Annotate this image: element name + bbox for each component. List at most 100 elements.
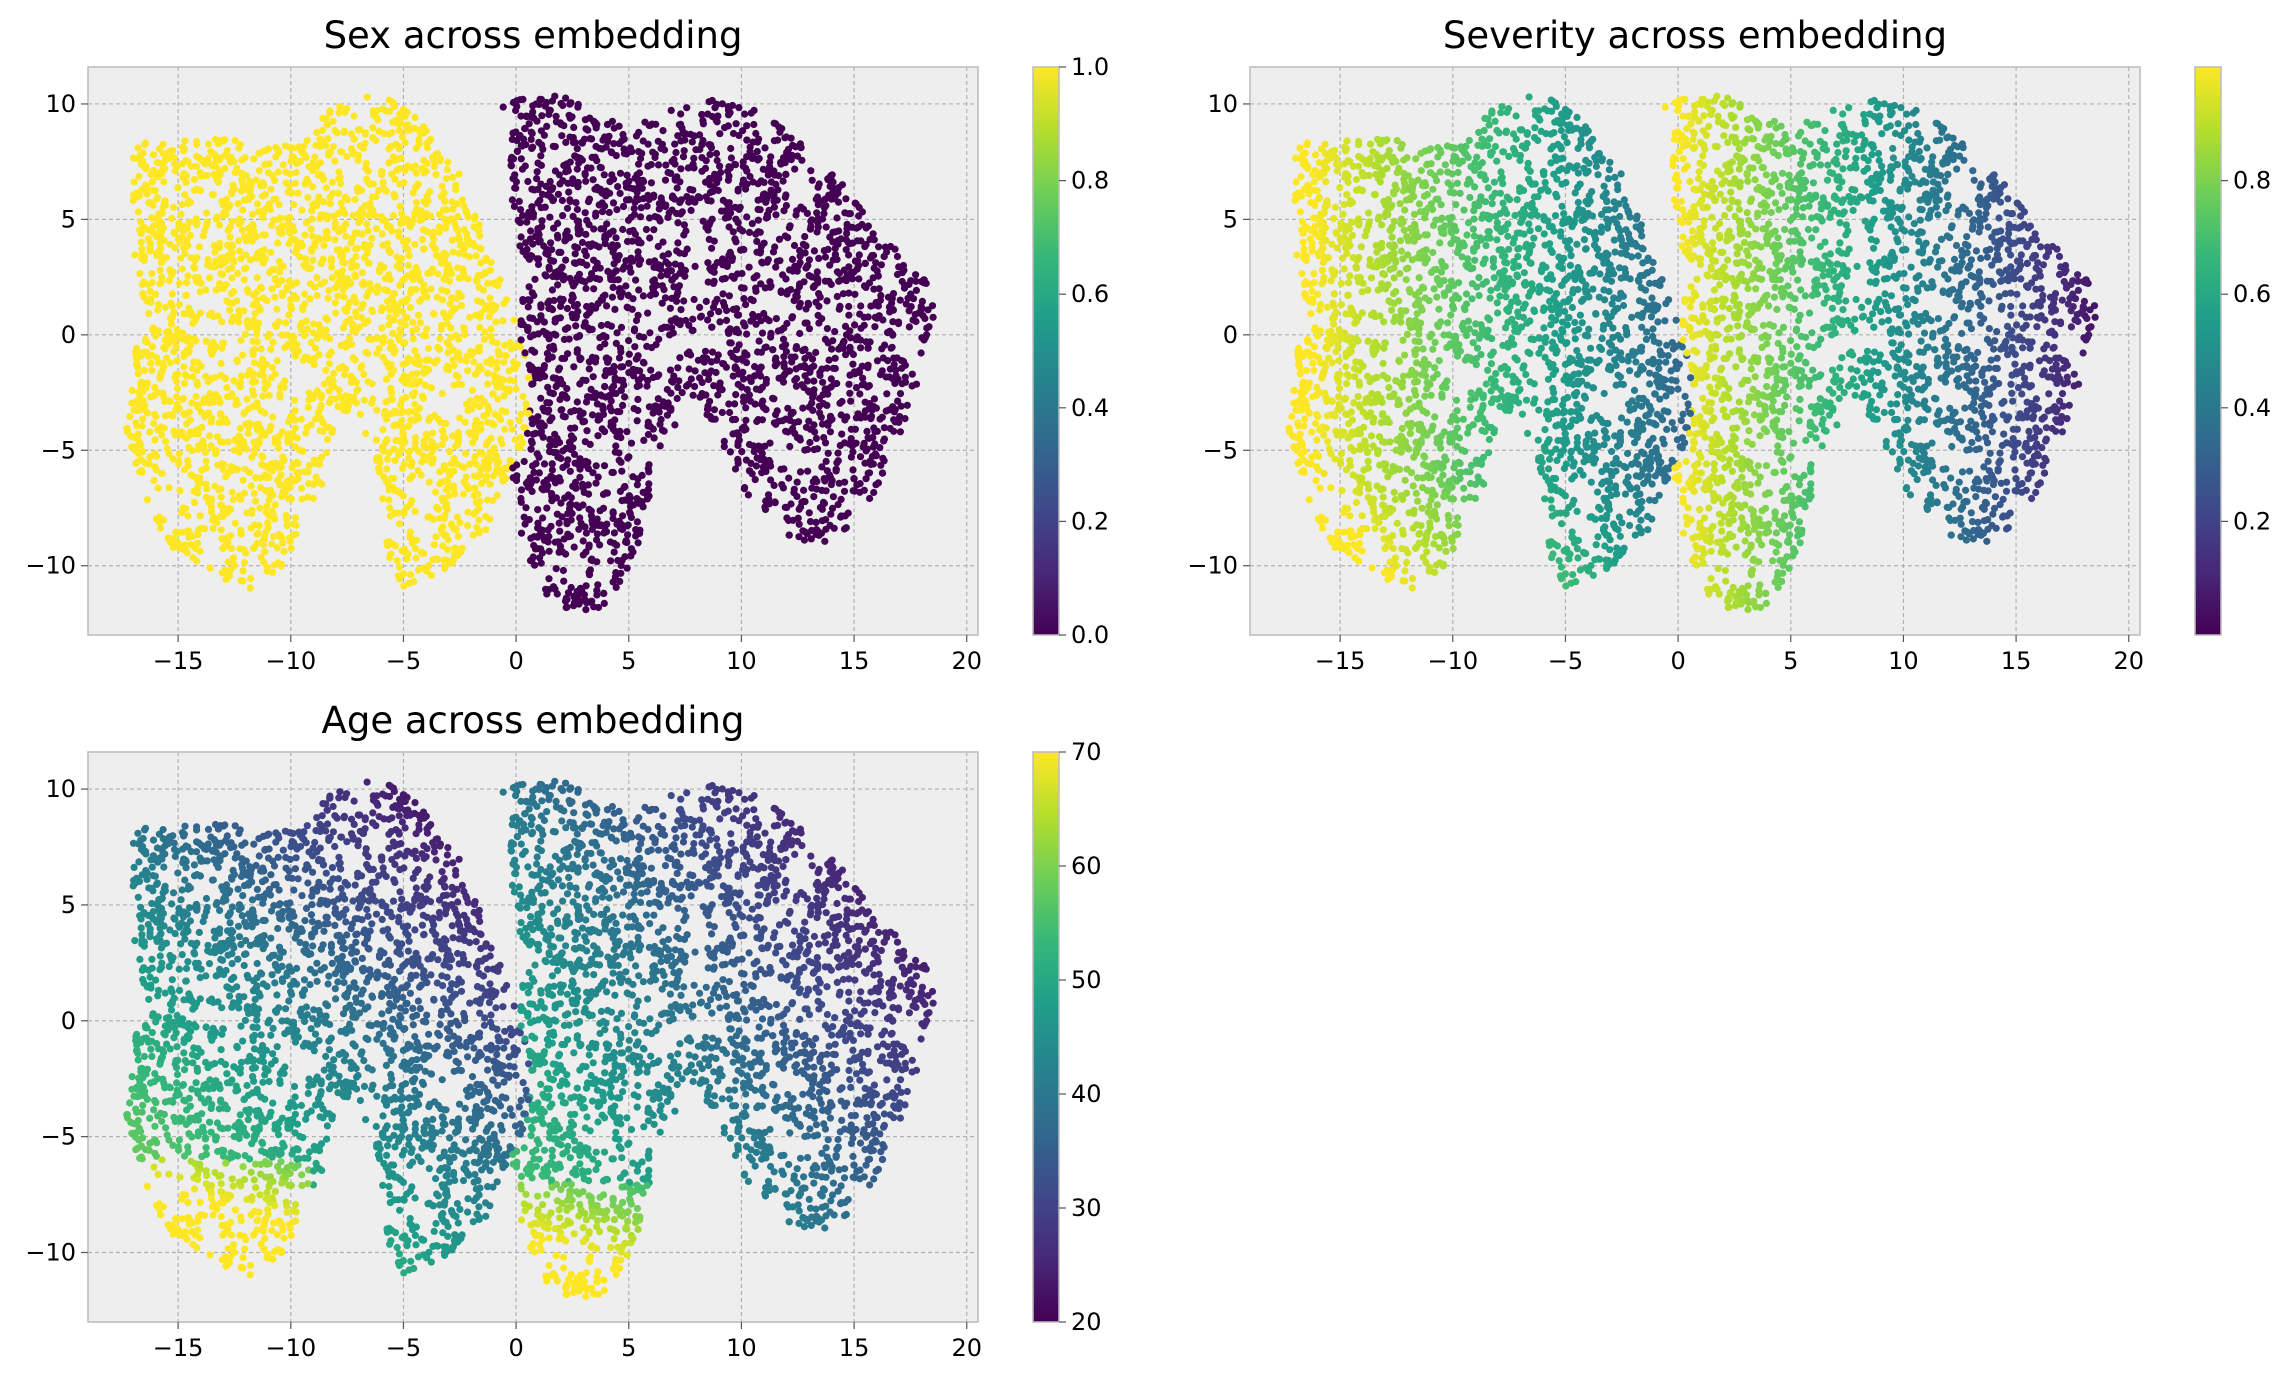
scatter-point <box>379 426 387 434</box>
scatter-point <box>352 308 360 316</box>
scatter-point <box>574 590 583 599</box>
scatter-point <box>309 166 317 174</box>
scatter-point <box>343 152 351 160</box>
scatter-point <box>285 311 293 319</box>
scatter-point <box>752 320 760 328</box>
scatter-point <box>291 407 299 415</box>
scatter-point <box>596 541 604 549</box>
scatter-point <box>386 275 394 283</box>
scatter-point <box>807 167 815 175</box>
scatter-point <box>309 183 317 191</box>
scatter-point <box>213 213 221 221</box>
scatter-point <box>594 432 602 440</box>
scatter-point <box>671 260 679 268</box>
scatter-point <box>160 424 168 432</box>
scatter-point <box>253 539 261 548</box>
scatter-point <box>355 126 363 134</box>
scatter-point <box>276 214 284 222</box>
scatter-point <box>194 445 202 453</box>
scatter-point <box>607 418 615 426</box>
scatter-point <box>331 299 339 307</box>
scatter-point <box>567 494 575 502</box>
scatter-point <box>489 497 497 505</box>
scatter-point <box>582 606 590 614</box>
scatter-point <box>893 252 902 261</box>
scatter-point <box>409 472 417 480</box>
scatter-point <box>184 272 192 280</box>
scatter-point <box>492 302 500 311</box>
scatter-point <box>409 392 417 400</box>
scatter-point <box>315 170 323 178</box>
scatter-point <box>627 439 636 447</box>
scatter-point <box>641 118 649 126</box>
scatter-point <box>870 236 878 244</box>
scatter-point <box>613 329 621 337</box>
scatter-point <box>397 401 405 409</box>
scatter-point <box>332 309 340 317</box>
scatter-point <box>527 437 536 445</box>
scatter-point <box>447 333 455 342</box>
scatter-point <box>521 125 529 133</box>
scatter-point <box>322 326 330 334</box>
scatter-point <box>174 184 182 192</box>
scatter-point <box>425 416 433 424</box>
scatter-point <box>556 180 564 188</box>
scatter-point <box>275 444 283 452</box>
scatter-point <box>600 462 609 470</box>
scatter-point <box>655 200 664 208</box>
scatter-point <box>645 468 653 476</box>
scatter-point <box>154 327 162 335</box>
scatter-point <box>467 347 475 355</box>
scatter-point <box>830 380 838 388</box>
scatter-point <box>135 172 143 181</box>
scatter-point <box>243 371 252 379</box>
scatter-point <box>448 198 456 206</box>
scatter-point <box>263 297 271 305</box>
scatter-point <box>319 198 328 206</box>
scatter-point <box>214 178 222 186</box>
scatter-point <box>601 291 609 299</box>
scatter-point <box>842 277 850 285</box>
scatter-point <box>212 286 220 294</box>
scatter-point <box>257 484 265 492</box>
scatter-point <box>760 309 768 318</box>
scatter-point <box>556 375 565 384</box>
scatter-point <box>411 434 419 442</box>
scatter-point <box>326 148 334 156</box>
scatter-point <box>698 378 706 387</box>
scatter-point <box>609 199 618 207</box>
scatter-point <box>349 320 357 328</box>
scatter-point <box>183 420 191 428</box>
scatter-point <box>438 441 446 449</box>
scatter-point <box>792 375 801 383</box>
scatter-point <box>451 442 460 450</box>
scatter-point <box>528 346 536 354</box>
scatter-point <box>571 424 579 432</box>
scatter-point <box>710 406 719 414</box>
scatter-point <box>516 343 524 351</box>
scatter-point <box>679 153 688 161</box>
scatter-point <box>543 504 551 512</box>
scatter-point <box>745 228 754 236</box>
scatter-point <box>302 255 310 263</box>
scatter-point <box>230 258 238 266</box>
scatter-point <box>435 228 443 236</box>
scatter-point <box>241 409 249 417</box>
scatter-point <box>881 243 890 251</box>
scatter-point <box>855 223 863 231</box>
scatter-point <box>446 300 454 308</box>
scatter-point <box>453 460 461 468</box>
scatter-point <box>471 431 479 439</box>
scatter-point <box>548 466 557 474</box>
scatter-point <box>170 308 178 316</box>
scatter-point <box>617 348 625 356</box>
scatter-point <box>168 214 176 222</box>
scatter-point <box>260 535 268 543</box>
scatter-point <box>753 237 761 245</box>
scatter-point <box>181 191 189 199</box>
scatter-point <box>534 227 542 235</box>
scatter-point <box>139 415 147 423</box>
scatter-point <box>591 358 600 366</box>
scatter-point <box>704 316 712 324</box>
scatter-point <box>557 406 565 414</box>
